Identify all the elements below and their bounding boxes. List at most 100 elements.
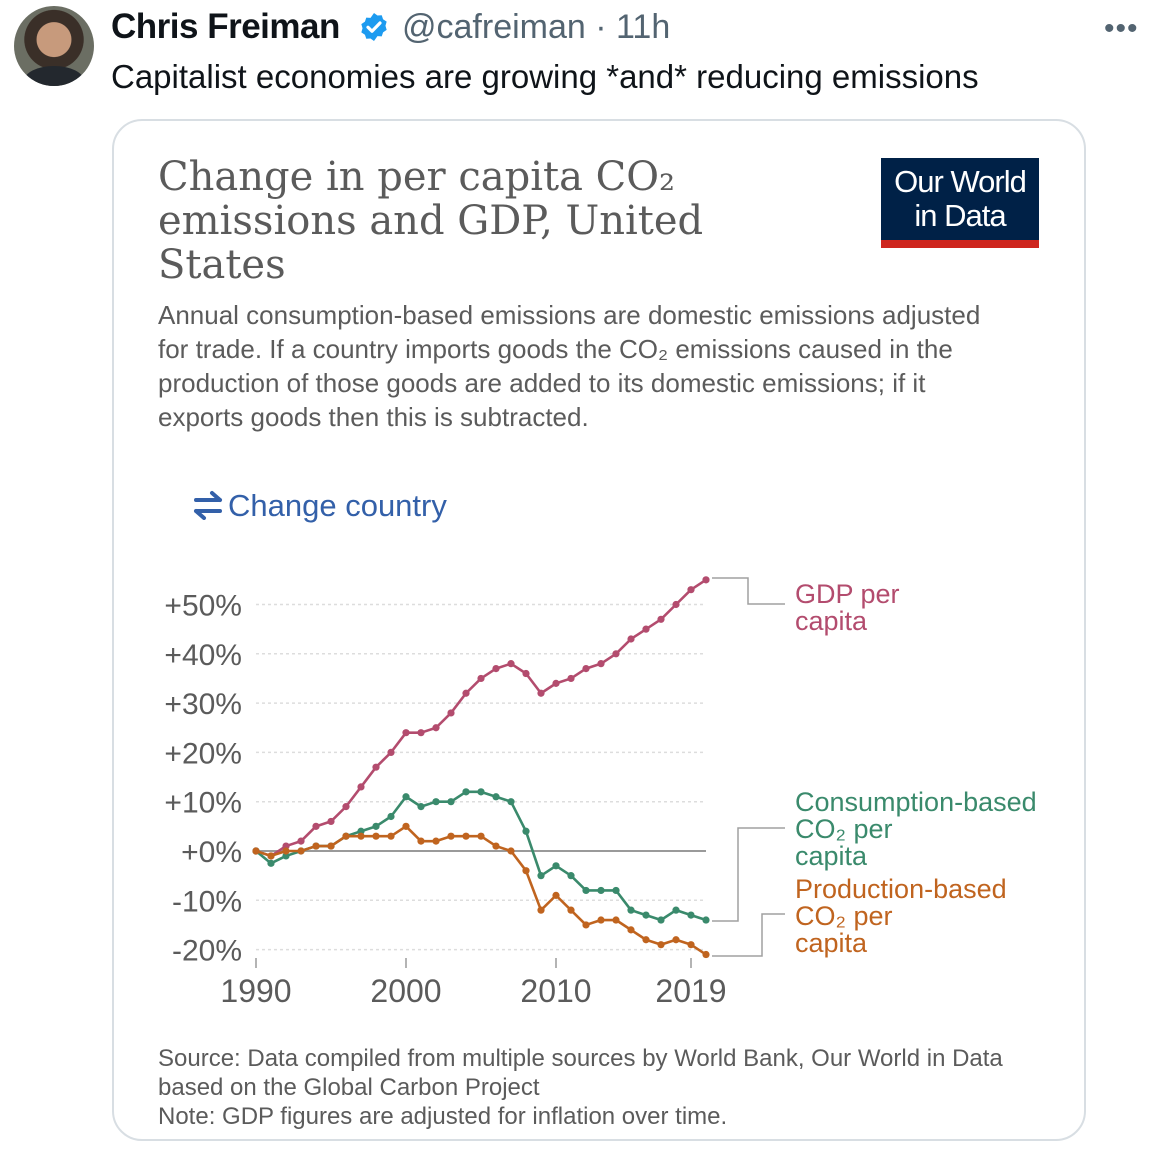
data-point bbox=[477, 788, 485, 796]
data-point bbox=[342, 803, 350, 811]
data-point bbox=[402, 822, 410, 830]
data-point bbox=[642, 911, 650, 919]
data-point bbox=[597, 886, 605, 895]
data-point bbox=[657, 916, 665, 924]
series-line bbox=[255, 578, 707, 858]
data-point bbox=[537, 872, 545, 880]
data-point bbox=[462, 689, 470, 697]
data-point bbox=[402, 729, 410, 737]
data-point bbox=[507, 660, 515, 668]
owid-logo: Our World in Data bbox=[881, 158, 1039, 248]
data-point bbox=[477, 832, 485, 840]
x-tick-label: 2000 bbox=[370, 973, 441, 1009]
data-point bbox=[657, 941, 665, 949]
source-text: Source: Data compiled from multiple sour… bbox=[158, 1045, 1003, 1101]
separator-dot: · bbox=[595, 8, 607, 46]
avatar[interactable] bbox=[14, 6, 94, 86]
data-point bbox=[522, 827, 530, 835]
data-point bbox=[432, 724, 440, 732]
y-tick-label: -20% bbox=[172, 935, 242, 968]
data-point bbox=[267, 859, 275, 867]
series-line bbox=[255, 825, 707, 956]
data-point bbox=[432, 837, 440, 845]
data-point bbox=[282, 847, 290, 855]
change-country-button[interactable]: Change country bbox=[190, 488, 447, 524]
data-point bbox=[402, 793, 410, 801]
data-point bbox=[357, 827, 365, 835]
series-label: Consumption-based bbox=[795, 787, 1037, 817]
data-point bbox=[582, 886, 590, 895]
change-country-label: Change country bbox=[228, 488, 447, 523]
data-point bbox=[552, 862, 560, 870]
tweet-timestamp[interactable]: 11h bbox=[616, 8, 671, 46]
data-point bbox=[687, 911, 695, 919]
y-tick-label: +40% bbox=[164, 639, 242, 672]
data-point bbox=[597, 660, 605, 668]
data-point bbox=[567, 872, 575, 880]
data-point bbox=[672, 600, 680, 609]
data-point bbox=[387, 832, 395, 840]
logo-line-2: in Data bbox=[914, 198, 1006, 233]
data-point bbox=[507, 798, 515, 806]
data-point bbox=[627, 926, 635, 934]
data-point bbox=[282, 852, 290, 860]
data-point bbox=[612, 886, 620, 895]
data-point bbox=[537, 906, 545, 914]
data-point bbox=[462, 788, 470, 796]
more-options-icon[interactable]: ••• bbox=[1104, 12, 1139, 45]
series-label: capita bbox=[795, 928, 868, 958]
label-connector bbox=[712, 913, 785, 957]
author-name[interactable]: Chris Freiman bbox=[111, 7, 340, 46]
data-point bbox=[312, 822, 320, 830]
chart-subtitle: Annual consumption-based emissions are d… bbox=[158, 300, 981, 432]
y-tick-label: +0% bbox=[181, 836, 242, 869]
data-point bbox=[372, 763, 380, 771]
data-point bbox=[417, 729, 425, 737]
y-tick-label: -10% bbox=[172, 885, 242, 918]
data-point bbox=[552, 679, 560, 687]
data-point bbox=[537, 689, 545, 697]
series-label: capita bbox=[795, 841, 868, 871]
data-point bbox=[702, 950, 710, 959]
chart-title: Change in per capita CO₂ emissions and G… bbox=[158, 154, 704, 288]
data-point bbox=[657, 615, 665, 623]
data-point bbox=[612, 916, 620, 924]
series-label: capita bbox=[795, 606, 868, 636]
tweet-text: Capitalist economies are growing *and* r… bbox=[111, 58, 979, 95]
verified-badge-icon bbox=[361, 13, 387, 41]
data-point bbox=[387, 812, 395, 821]
data-point bbox=[507, 847, 515, 855]
x-tick-label: 1990 bbox=[220, 973, 291, 1009]
data-point bbox=[372, 822, 380, 830]
data-point bbox=[327, 842, 335, 850]
author-handle[interactable]: @cafreiman · 11h bbox=[402, 8, 670, 47]
data-point bbox=[387, 748, 395, 757]
y-tick-label: +30% bbox=[164, 688, 242, 721]
series-label: Production-based bbox=[795, 874, 1007, 904]
y-tick-label: +10% bbox=[164, 787, 242, 820]
data-point bbox=[357, 832, 365, 840]
data-point bbox=[267, 852, 275, 860]
media-card[interactable] bbox=[112, 119, 1086, 1141]
data-point bbox=[447, 832, 455, 840]
logo-line-1: Our World bbox=[894, 164, 1027, 199]
data-point bbox=[642, 936, 650, 944]
data-point bbox=[627, 906, 635, 914]
data-point bbox=[342, 832, 350, 840]
data-point bbox=[672, 906, 680, 914]
data-point bbox=[522, 669, 530, 678]
data-point bbox=[567, 906, 575, 914]
handle-text: @cafreiman bbox=[402, 8, 586, 46]
y-tick-label: +20% bbox=[164, 737, 242, 770]
data-point bbox=[612, 650, 620, 658]
x-tick-label: 2010 bbox=[520, 973, 591, 1009]
data-point bbox=[417, 803, 425, 811]
data-point bbox=[522, 867, 530, 875]
chart-source: Source: Data compiled from multiple sour… bbox=[158, 1044, 1058, 1131]
data-point bbox=[447, 709, 455, 717]
data-point bbox=[702, 576, 710, 584]
y-tick-label: +50% bbox=[164, 590, 242, 623]
x-tick-label: 2019 bbox=[655, 973, 726, 1009]
data-point bbox=[282, 842, 290, 850]
data-point bbox=[567, 674, 575, 683]
